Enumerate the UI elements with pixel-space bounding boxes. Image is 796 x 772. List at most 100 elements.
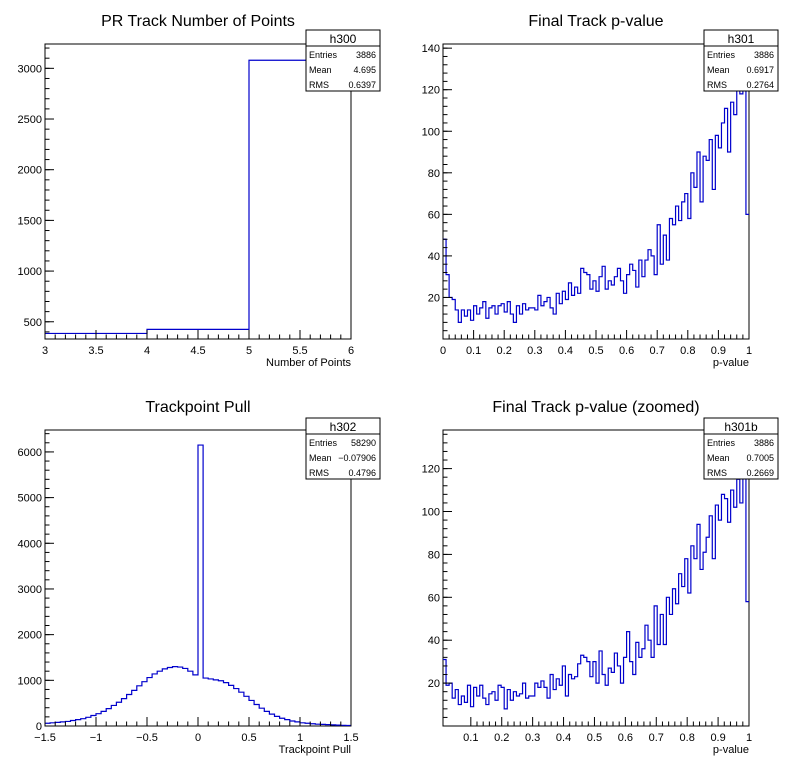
stats-label: RMS: [707, 80, 727, 90]
y-tick-label: 1500: [18, 215, 42, 227]
histogram-pad-h301b: Final Track p-value (zoomed) 0.1 0.2 0.3 0.4…: [422, 399, 779, 756]
histogram-series-h302: [45, 444, 351, 727]
y-tick-label: 100: [422, 507, 440, 519]
y-tick-label: 2000: [18, 630, 42, 642]
x-tick-label: 0.1: [466, 345, 481, 357]
stats-value: 0.6917: [746, 65, 774, 75]
stats-value: 0.7005: [746, 453, 774, 463]
x-tick-label: 0.1: [463, 732, 478, 744]
stats-value: 0.2669: [746, 468, 774, 478]
x-tick-label: 1: [746, 345, 752, 357]
x-tick-label: 1: [297, 732, 303, 744]
x-tick-label: 0.6: [619, 345, 634, 357]
stats-box: h302 Entries 58290 Mean −0.07906 RMS 0.4796: [305, 417, 381, 480]
stats-box-frame: [703, 29, 779, 92]
stats-value: 3886: [754, 50, 774, 60]
x-tick-label: 0.2: [494, 732, 509, 744]
x-axis-label: Number of Points: [266, 357, 351, 369]
y-tick-label: 2000: [18, 165, 42, 177]
y-tick-label: 6000: [18, 447, 42, 459]
y-tick-label: 80: [428, 168, 440, 180]
stats-label: Mean: [309, 453, 332, 463]
chart-title: Trackpoint Pull: [145, 399, 250, 416]
plot-frame: [44, 43, 352, 340]
y-tick-label: 20: [428, 292, 440, 304]
y-tick-label: 0: [36, 721, 42, 733]
stats-box-frame: [305, 29, 381, 92]
stats-label: RMS: [309, 80, 329, 90]
stats-label: Entries: [707, 50, 736, 60]
x-tick-label: −1.5: [34, 732, 56, 744]
chart-title: Final Track p-value: [528, 13, 663, 30]
histogram-pad-h302: Trackpoint Pull −1.5 −1 −0.5 0 0.5 1 1.5 0 1000 20…: [18, 399, 381, 756]
y-tick-label: 3000: [18, 63, 42, 75]
x-tick-label: 1: [746, 732, 752, 744]
y-tick-label: 500: [24, 317, 42, 329]
y-tick-label: 40: [428, 251, 440, 263]
y-tick-label: 3000: [18, 584, 42, 596]
x-tick-label: 0.5: [588, 345, 603, 357]
chart-title: PR Track Number of Points: [101, 13, 295, 30]
stats-label: Mean: [707, 453, 730, 463]
stats-value: 3886: [356, 50, 376, 60]
x-axis-label: p-value: [713, 744, 749, 756]
stats-box-name: h301b: [724, 420, 758, 434]
x-tick-label: −1: [90, 732, 103, 744]
x-tick-label: 0.8: [680, 732, 695, 744]
stats-box: h301 Entries 3886 Mean 0.6917 RMS 0.2764: [703, 29, 779, 92]
x-tick-label: 0.2: [497, 345, 512, 357]
x-tick-label: 0.3: [525, 732, 540, 744]
x-tick-label: 0.7: [650, 345, 665, 357]
y-tick-label: 80: [428, 549, 440, 561]
x-tick-label: 0.5: [587, 732, 602, 744]
stats-box: h300 Entries 3886 Mean 4.695 RMS 0.6397: [305, 29, 381, 92]
x-tick-label: 4.5: [190, 345, 205, 357]
x-tick-label: 0.9: [710, 732, 725, 744]
plot-frame: [442, 429, 750, 727]
x-tick-label: 0.5: [241, 732, 256, 744]
y-tick-label: 1000: [18, 675, 42, 687]
stats-label: Mean: [707, 65, 730, 75]
histogram-pad-h300: PR Track Number of Points 3 3.5 4 4.5 5 5.5 6 50…: [18, 13, 381, 369]
y-tick-label: 60: [428, 592, 440, 604]
x-tick-label: 0.8: [680, 345, 695, 357]
x-tick-label: 0.3: [527, 345, 542, 357]
y-tick-label: 40: [428, 635, 440, 647]
y-tick-label: 5000: [18, 493, 42, 505]
x-tick-label: 1.5: [343, 732, 358, 744]
y-tick-label: 2500: [18, 114, 42, 126]
x-axis-label: Trackpoint Pull: [279, 744, 351, 756]
stats-box: h301b Entries 3886 Mean 0.7005 RMS 0.2669: [703, 417, 779, 480]
stats-label: RMS: [309, 468, 329, 478]
stats-label: Entries: [309, 50, 338, 60]
x-tick-label: 0.7: [649, 732, 664, 744]
chart-title: Final Track p-value (zoomed): [492, 399, 699, 416]
y-tick-label: 60: [428, 209, 440, 221]
stats-value: 0.2764: [746, 80, 774, 90]
stats-value: 3886: [754, 438, 774, 448]
y-tick-label: 120: [422, 464, 440, 476]
histogram-series-h301: [443, 78, 749, 323]
x-tick-label: 0.4: [556, 732, 571, 744]
stats-box-name: h302: [330, 420, 357, 434]
y-tick-label: 20: [428, 678, 440, 690]
histogram-pad-h301: Final Track p-value 0 0.1 0.2 0.3 0.4 0.5 0.6 0.…: [422, 13, 779, 369]
stats-value: 0.6397: [348, 80, 376, 90]
y-tick-label: 140: [422, 43, 440, 55]
stats-box-frame: [305, 417, 381, 480]
histogram-series-h300: [45, 59, 351, 335]
x-tick-label: 6: [348, 345, 354, 357]
stats-label: Entries: [707, 438, 736, 448]
y-tick-label: 4000: [18, 538, 42, 550]
x-tick-label: −0.5: [136, 732, 158, 744]
x-tick-label: 4: [144, 345, 150, 357]
x-tick-label: 3.5: [88, 345, 103, 357]
x-tick-label: 0: [195, 732, 201, 744]
stats-value: 0.4796: [348, 468, 376, 478]
stats-value: −0.07906: [338, 453, 376, 463]
y-tick-label: 100: [422, 126, 440, 138]
stats-label: Entries: [309, 438, 338, 448]
y-tick-label: 120: [422, 85, 440, 97]
x-tick-label: 5.5: [292, 345, 307, 357]
